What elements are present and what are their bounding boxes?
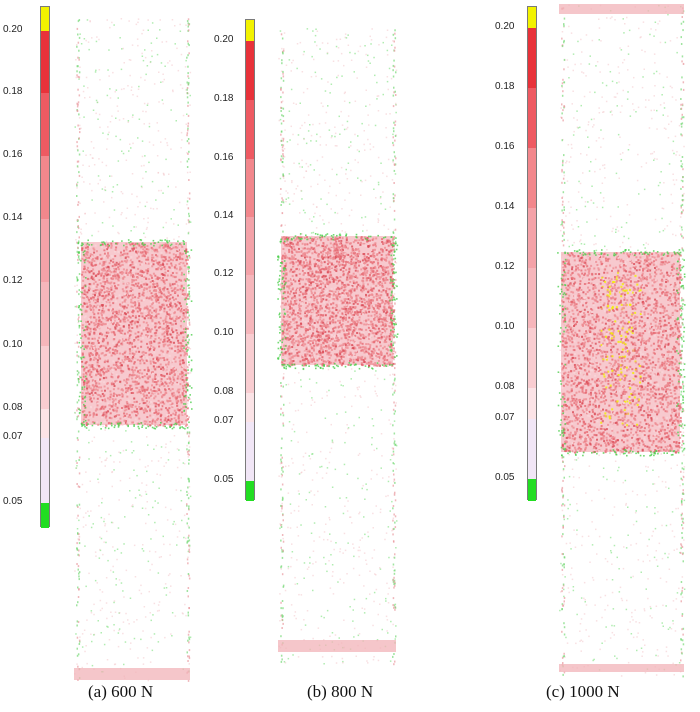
colorbar-tick-label: 0.16 (3, 149, 23, 160)
colorbar-tick-label: 0.07 (495, 412, 515, 423)
colorbar-tick-label: 0.07 (214, 415, 234, 426)
colorbar-tick-label: 0.08 (3, 402, 23, 413)
colorbar-band (528, 208, 536, 268)
colorbar-tick-label: 0.18 (214, 93, 234, 104)
colorbar-band (528, 419, 536, 479)
colorbar-tick-label: 0.14 (214, 210, 234, 221)
colorbar-band (41, 31, 49, 93)
colorbar-band (41, 219, 49, 282)
colorbar-band (246, 481, 254, 501)
colorbar-tick-label: 0.10 (3, 339, 23, 350)
colorbar-tick-label: 0.14 (3, 212, 23, 223)
colorbar-tick-label: 0.16 (214, 152, 234, 163)
colorbar-band (246, 334, 254, 393)
colorbar-band (528, 268, 536, 328)
colorbar-band (246, 100, 254, 159)
colorbar-band (41, 438, 49, 503)
colorbar-tick-label: 0.20 (495, 21, 515, 32)
strain-map (277, 28, 399, 666)
colorbar-tick-label: 0.20 (214, 34, 234, 45)
colorbar-tick-label: 0.12 (214, 268, 234, 279)
colorbar-tick-label: 0.05 (3, 496, 23, 507)
colorbar-band (246, 217, 254, 275)
colorbar-tick-label: 0.08 (495, 381, 515, 392)
colorbar-tick-label: 0.14 (495, 201, 515, 212)
colorbar-tick-label: 0.18 (495, 81, 515, 92)
panel-b: 0.20 0.18 0.16 0.14 0.12 0.10 0.08 0.07 0.05 (b)… (205, 0, 425, 712)
colorbar-band (246, 159, 254, 217)
colorbar-tick-label: 0.12 (3, 275, 23, 286)
strain-map (557, 4, 686, 678)
colorbar-band (246, 422, 254, 481)
strain-map (74, 18, 193, 682)
colorbar-tick-label: 0.10 (495, 321, 515, 332)
colorbar-band (528, 148, 536, 208)
colorbar-band (246, 275, 254, 334)
colorbar (40, 6, 50, 528)
colorbar-band (528, 28, 536, 88)
panel-a: 0.20 0.18 0.16 0.14 0.12 0.10 0.08 0.07 0.05 (a)… (0, 0, 220, 712)
colorbar-band (41, 7, 49, 31)
panel-caption: (b) 800 N (307, 682, 374, 701)
colorbar (527, 6, 537, 501)
colorbar-tick-label: 0.12 (495, 261, 515, 272)
colorbar-band (528, 88, 536, 148)
colorbar-tick-label: 0.07 (3, 431, 23, 442)
colorbar (245, 19, 255, 501)
colorbar-tick-label: 0.10 (214, 327, 234, 338)
colorbar-band (528, 388, 536, 419)
panel-c: 0.20 0.18 0.16 0.14 0.12 0.10 0.08 0.07 0.05 (c)… (485, 0, 700, 712)
colorbar-band (246, 41, 254, 100)
colorbar-tick-label: 0.08 (214, 386, 234, 397)
colorbar-band (528, 7, 536, 28)
colorbar-tick-label: 0.20 (3, 24, 23, 35)
colorbar-tick-label: 0.16 (495, 141, 515, 152)
colorbar-band (41, 346, 49, 409)
colorbar-band (41, 409, 49, 438)
panel-caption: (c) 1000 N (546, 682, 620, 701)
colorbar-band (528, 328, 536, 388)
colorbar-band (528, 479, 536, 501)
colorbar-band (246, 393, 254, 422)
colorbar-tick-label: 0.05 (214, 474, 234, 485)
colorbar-tick-label: 0.05 (495, 472, 515, 483)
specimen-image (74, 18, 193, 682)
colorbar-band (41, 93, 49, 156)
colorbar-band (41, 156, 49, 219)
colorbar-band (41, 282, 49, 346)
colorbar-band (246, 20, 254, 41)
specimen-image (277, 28, 399, 666)
colorbar-tick-label: 0.18 (3, 86, 23, 97)
panel-caption: (a) 600 N (88, 682, 154, 701)
colorbar-band (41, 503, 49, 528)
specimen-image (557, 4, 686, 678)
